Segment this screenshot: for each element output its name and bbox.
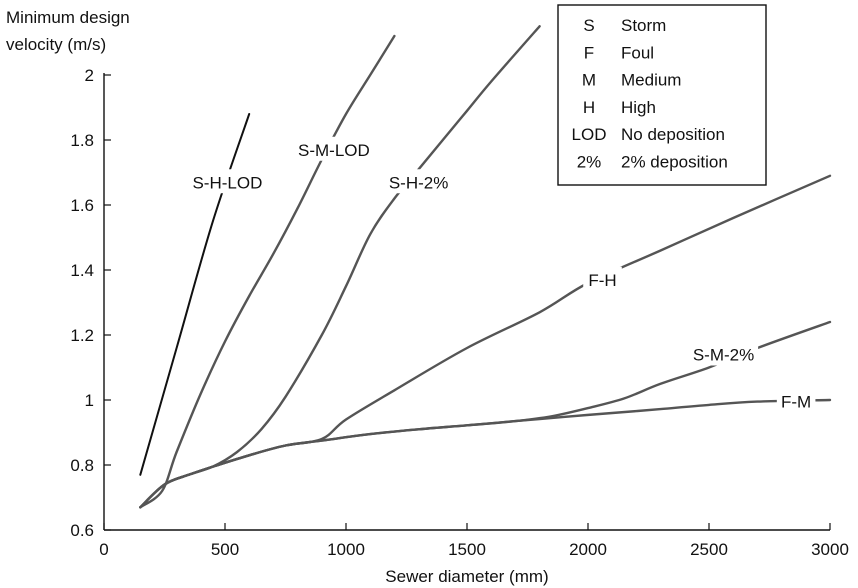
curve-labels: S-H-LOD S-M-LOD S-H-2% F-H S-M-2% F-M	[187, 136, 816, 413]
y-axis-ticks: 0.6 0.8 1 1.2 1.4 1.6 1.8 2	[70, 66, 111, 540]
y-tick-label: 2	[85, 66, 94, 85]
curve-label-bg-s-h-lod	[187, 169, 268, 194]
curve-label-bg-f-m	[776, 388, 816, 413]
y-axis-title: Minimum design velocity (m/s)	[6, 8, 130, 54]
legend-code-lod: LOD	[572, 125, 607, 144]
x-tick-label: 2500	[690, 540, 728, 559]
legend-meaning-2pct: 2% deposition	[621, 153, 728, 172]
y-tick-label: 1	[85, 391, 94, 410]
legend: S Storm F Foul M Medium H High LOD No deposition 2…	[557, 4, 767, 186]
x-axis-title: Sewer diameter (mm)	[385, 567, 548, 586]
curve-label-s-m-2pct: S-M-2%	[693, 346, 754, 365]
legend-meaning-m: Medium	[621, 71, 681, 90]
curve-label-bg-s-h-2pct	[384, 169, 454, 194]
legend-code-h: H	[583, 98, 595, 117]
legend-meaning-lod: No deposition	[621, 125, 725, 144]
series-line-s-m-lod	[139, 34, 396, 509]
y-tick-label: 1.8	[70, 131, 94, 150]
legend-code-s: S	[583, 16, 594, 35]
x-tick-label: 3000	[811, 540, 849, 559]
curves	[139, 25, 832, 509]
legend-meaning-s: Storm	[621, 16, 666, 35]
curve-label-bg-s-m-2pct	[688, 341, 759, 366]
curve-label-s-m-lod: S-M-LOD	[298, 141, 370, 160]
y-axis-title-line-2: velocity (m/s)	[6, 35, 106, 54]
y-axis-title-line-1: Minimum design	[6, 8, 130, 27]
x-tick-label: 500	[211, 540, 239, 559]
legend-code-2pct: 2%	[577, 153, 602, 172]
y-tick-label: 1.4	[70, 261, 94, 280]
x-tick-label: 0	[99, 540, 108, 559]
curve-label-s-h-lod: S-H-LOD	[192, 173, 262, 192]
curve-label-bg-s-m-lod	[294, 136, 374, 161]
x-tick-label: 1000	[327, 540, 365, 559]
legend-code-f: F	[584, 43, 594, 62]
y-tick-label: 1.6	[70, 196, 94, 215]
legend-meaning-f: Foul	[621, 43, 654, 62]
y-tick-label: 0.6	[70, 521, 94, 540]
y-tick-label: 1.2	[70, 326, 94, 345]
legend-box	[557, 4, 767, 186]
curve-label-f-m: F-M	[781, 393, 811, 412]
curve-label-s-h-2pct: S-H-2%	[389, 173, 449, 192]
legend-meaning-h: High	[621, 98, 656, 117]
x-tick-label: 2000	[569, 540, 607, 559]
curve-label-bg-f-h	[583, 266, 622, 291]
curve-label-f-h: F-H	[588, 271, 616, 290]
x-axis-ticks: 0 500 1000 1500 2000 2500 3000	[99, 523, 849, 559]
series-line-s-h-lod	[139, 113, 251, 476]
x-tick-label: 1500	[448, 540, 486, 559]
legend-code-m: M	[582, 71, 596, 90]
series-line-f-m	[139, 398, 832, 509]
y-tick-label: 0.8	[70, 456, 94, 475]
